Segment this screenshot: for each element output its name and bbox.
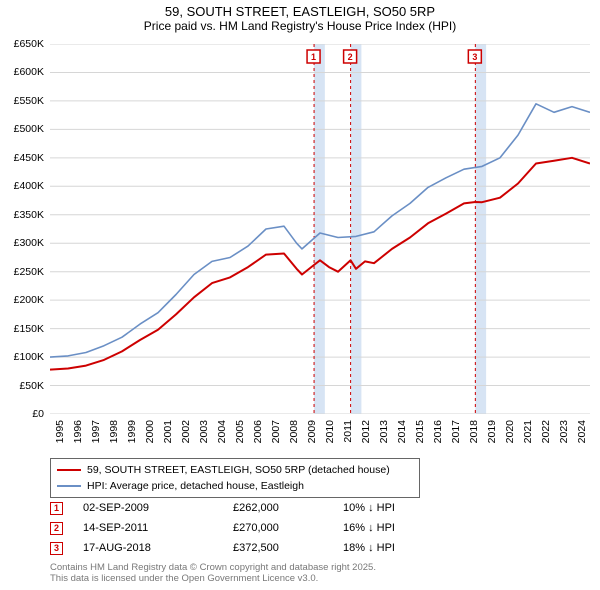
footer-line1: Contains HM Land Registry data © Crown c… [50, 562, 376, 573]
y-tick-label: £150K [14, 323, 44, 335]
x-tick-label: 2003 [198, 420, 210, 443]
x-tick-label: 2017 [450, 420, 462, 443]
footer: Contains HM Land Registry data © Crown c… [50, 562, 376, 585]
y-tick-label: £100K [14, 351, 44, 363]
y-axis: £0£50K£100K£150K£200K£250K£300K£350K£400… [0, 44, 48, 414]
x-tick-label: 2024 [576, 420, 588, 443]
x-tick-label: 2013 [378, 420, 390, 443]
legend-label: HPI: Average price, detached house, East… [87, 480, 304, 492]
x-tick-label: 2014 [396, 420, 408, 443]
x-tick-label: 2023 [558, 420, 570, 443]
legend-row: HPI: Average price, detached house, East… [57, 478, 413, 494]
x-tick-label: 2016 [432, 420, 444, 443]
x-tick-label: 1995 [54, 420, 66, 443]
y-tick-label: £400K [14, 180, 44, 192]
y-tick-label: £200K [14, 294, 44, 306]
event-marker: 3 [50, 542, 63, 555]
x-tick-label: 2011 [342, 420, 354, 443]
event-diff: 18% ↓ HPI [343, 542, 443, 554]
y-tick-label: £500K [14, 123, 44, 135]
x-tick-label: 2018 [468, 420, 480, 443]
event-row: 3 17-AUG-2018£372,50018% ↓ HPI [50, 538, 443, 558]
y-tick-label: £550K [14, 95, 44, 107]
event-date: 02-SEP-2009 [83, 502, 233, 514]
x-tick-label: 2012 [360, 420, 372, 443]
event-diff: 16% ↓ HPI [343, 522, 443, 534]
event-date: 17-AUG-2018 [83, 542, 233, 554]
y-tick-label: £250K [14, 266, 44, 278]
x-tick-label: 2000 [144, 420, 156, 443]
legend-label: 59, SOUTH STREET, EASTLEIGH, SO50 5RP (d… [87, 464, 390, 476]
svg-text:1: 1 [311, 52, 316, 62]
x-tick-label: 1996 [72, 420, 84, 443]
event-marker: 1 [50, 502, 63, 515]
x-tick-label: 2007 [270, 420, 282, 443]
y-tick-label: £600K [14, 66, 44, 78]
legend-swatch [57, 485, 81, 487]
x-tick-label: 2002 [180, 420, 192, 443]
event-row: 1 02-SEP-2009£262,00010% ↓ HPI [50, 498, 443, 518]
event-marker: 2 [50, 522, 63, 535]
plot-area: 1 2 3 [50, 44, 590, 414]
x-tick-label: 2022 [540, 420, 552, 443]
title-line1: 59, SOUTH STREET, EASTLEIGH, SO50 5RP [0, 4, 600, 19]
x-tick-label: 2019 [486, 420, 498, 443]
y-tick-label: £300K [14, 237, 44, 249]
title-block: 59, SOUTH STREET, EASTLEIGH, SO50 5RP Pr… [0, 0, 600, 35]
y-tick-label: £0 [32, 408, 44, 420]
event-row: 2 14-SEP-2011£270,00016% ↓ HPI [50, 518, 443, 538]
event-price: £270,000 [233, 522, 343, 534]
legend-swatch [57, 469, 81, 471]
x-tick-label: 1999 [126, 420, 138, 443]
events-table: 1 02-SEP-2009£262,00010% ↓ HPI 2 14-SEP-201… [50, 498, 443, 558]
svg-text:2: 2 [348, 52, 353, 62]
x-tick-label: 2006 [252, 420, 264, 443]
x-tick-label: 2005 [234, 420, 246, 443]
y-tick-label: £450K [14, 152, 44, 164]
event-diff: 10% ↓ HPI [343, 502, 443, 514]
plot-svg: 1 2 3 [50, 44, 590, 414]
event-price: £262,000 [233, 502, 343, 514]
title-line2: Price paid vs. HM Land Registry's House … [0, 19, 600, 33]
x-tick-label: 2009 [306, 420, 318, 443]
x-axis: 1995 1996 1997 1998 1999 2000 2001 2002 2003 2004… [50, 416, 590, 456]
x-tick-label: 1998 [108, 420, 120, 443]
x-tick-label: 2020 [504, 420, 516, 443]
y-tick-label: £650K [14, 38, 44, 50]
footer-line2: This data is licensed under the Open Gov… [50, 573, 376, 584]
svg-text:3: 3 [472, 52, 477, 62]
event-date: 14-SEP-2011 [83, 522, 233, 534]
x-tick-label: 2004 [216, 420, 228, 443]
x-tick-label: 2015 [414, 420, 426, 443]
legend-row: 59, SOUTH STREET, EASTLEIGH, SO50 5RP (d… [57, 462, 413, 478]
event-price: £372,500 [233, 542, 343, 554]
legend: 59, SOUTH STREET, EASTLEIGH, SO50 5RP (d… [50, 458, 420, 498]
x-tick-label: 2010 [324, 420, 336, 443]
y-tick-label: £50K [19, 380, 44, 392]
y-tick-label: £350K [14, 209, 44, 221]
x-tick-label: 2008 [288, 420, 300, 443]
x-tick-label: 2021 [522, 420, 534, 443]
x-tick-label: 1997 [90, 420, 102, 443]
x-tick-label: 2001 [162, 420, 174, 443]
chart-container: 59, SOUTH STREET, EASTLEIGH, SO50 5RP Pr… [0, 0, 600, 590]
